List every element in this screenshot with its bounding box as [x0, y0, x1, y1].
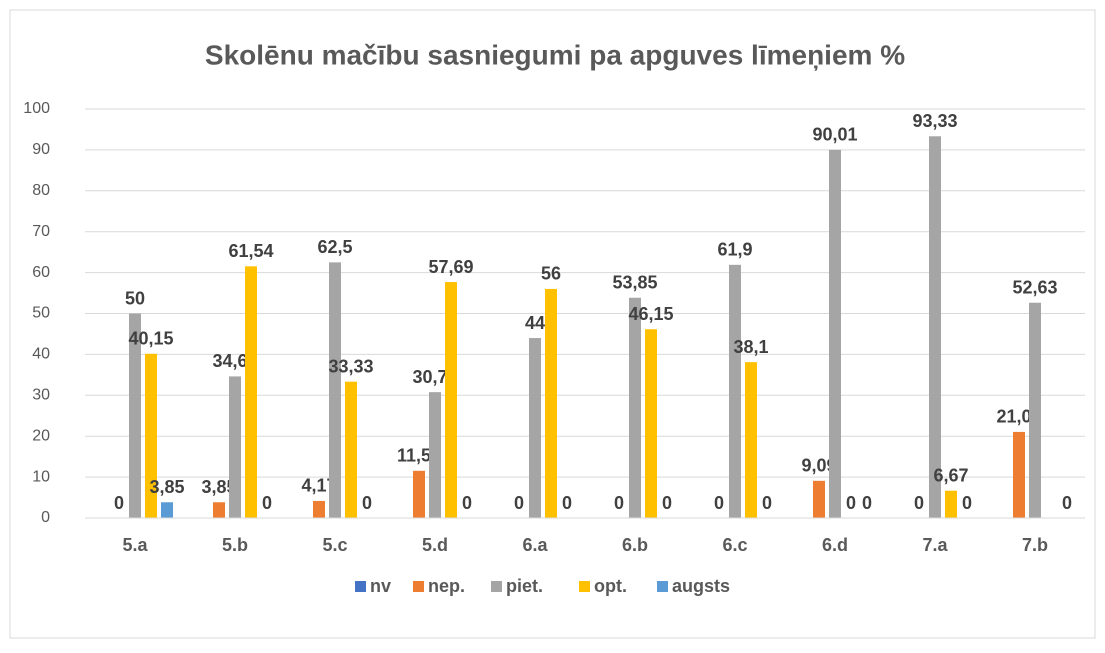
legend-label: opt.	[594, 576, 627, 596]
x-tick-label: 6.c	[722, 535, 747, 555]
data-label: 44	[525, 313, 545, 333]
bar	[245, 266, 257, 518]
bar	[829, 149, 841, 518]
y-tick-label: 30	[32, 387, 50, 404]
legend-swatch	[413, 581, 424, 592]
bar	[445, 282, 457, 518]
y-tick-label: 20	[32, 427, 50, 444]
data-label: 0	[562, 493, 572, 513]
data-label: 90,01	[812, 125, 857, 145]
legend-label: augsts	[672, 576, 730, 596]
data-label: 0	[962, 493, 972, 513]
bar	[413, 470, 425, 518]
data-label: 0	[614, 493, 624, 513]
bar	[1013, 431, 1025, 518]
legend-swatch	[579, 581, 590, 592]
data-label: 0	[846, 493, 856, 513]
y-tick-label: 100	[23, 100, 50, 117]
bar	[329, 262, 341, 518]
bar	[545, 288, 557, 518]
bar	[945, 490, 957, 518]
data-label: 0	[862, 493, 872, 513]
bar	[129, 313, 141, 518]
bar	[645, 329, 657, 518]
data-label: 50	[125, 288, 145, 308]
x-tick-label: 5.c	[322, 535, 347, 555]
y-tick-label: 60	[32, 264, 50, 281]
bar	[161, 502, 173, 518]
x-tick-label: 5.d	[422, 535, 448, 555]
bar	[429, 392, 441, 518]
data-label: 0	[462, 493, 472, 513]
data-label: 9,09	[801, 456, 836, 476]
bar	[745, 362, 757, 518]
data-label: 0	[362, 493, 372, 513]
data-label: 0	[114, 493, 124, 513]
data-label: 4,17	[301, 476, 336, 496]
legend-label: piet.	[506, 576, 543, 596]
y-tick-label: 50	[32, 305, 50, 322]
bar	[929, 136, 941, 518]
data-label: 0	[762, 493, 772, 513]
x-tick-label: 6.d	[822, 535, 848, 555]
data-label: 0	[514, 493, 524, 513]
legend-label: nep.	[428, 576, 465, 596]
data-label: 3,85	[149, 477, 184, 497]
legend-swatch	[355, 581, 366, 592]
data-label: 0	[1062, 493, 1072, 513]
x-tick-label: 5.b	[222, 535, 248, 555]
y-tick-label: 70	[32, 223, 50, 240]
bar	[629, 297, 641, 518]
data-label: 93,33	[912, 111, 957, 131]
data-label: 0	[662, 493, 672, 513]
y-tick-label: 80	[32, 182, 50, 199]
legend-label: nv	[370, 576, 391, 596]
data-label: 0	[714, 493, 724, 513]
data-label: 61,9	[717, 240, 752, 260]
data-label: 46,15	[628, 304, 673, 324]
x-tick-label: 6.a	[522, 535, 548, 555]
data-label: 40,15	[128, 329, 173, 349]
y-tick-label: 10	[32, 468, 50, 485]
data-label: 33,33	[328, 356, 373, 376]
bar	[313, 500, 325, 518]
data-label: 6,67	[933, 465, 968, 485]
y-tick-label: 40	[32, 346, 50, 363]
bar	[1029, 302, 1041, 518]
data-label: 0	[262, 493, 272, 513]
bar	[729, 264, 741, 518]
data-label: 53,85	[612, 273, 657, 293]
data-label: 52,63	[1012, 277, 1057, 297]
x-tick-label: 6.b	[622, 535, 648, 555]
bar	[145, 353, 157, 518]
y-tick-label: 90	[32, 141, 50, 158]
bar	[813, 480, 825, 518]
x-tick-label: 7.a	[922, 535, 948, 555]
data-label: 38,1	[733, 337, 768, 357]
data-label: 57,69	[428, 257, 473, 277]
legend-swatch	[491, 581, 502, 592]
chart-title: Skolēnu mačību sasniegumi pa apguves līm…	[205, 39, 905, 70]
bar	[213, 502, 225, 518]
bar	[229, 376, 241, 518]
y-tick-label: 0	[41, 509, 50, 526]
bar	[529, 338, 541, 518]
x-tick-label: 7.b	[1022, 535, 1048, 555]
data-label: 62,5	[317, 237, 352, 257]
data-label: 0	[914, 493, 924, 513]
data-label: 56	[541, 264, 561, 284]
legend-swatch	[657, 581, 668, 592]
bar	[345, 381, 357, 518]
data-label: 61,54	[228, 241, 273, 261]
data-label: 3,85	[201, 477, 236, 497]
x-tick-label: 5.a	[122, 535, 148, 555]
